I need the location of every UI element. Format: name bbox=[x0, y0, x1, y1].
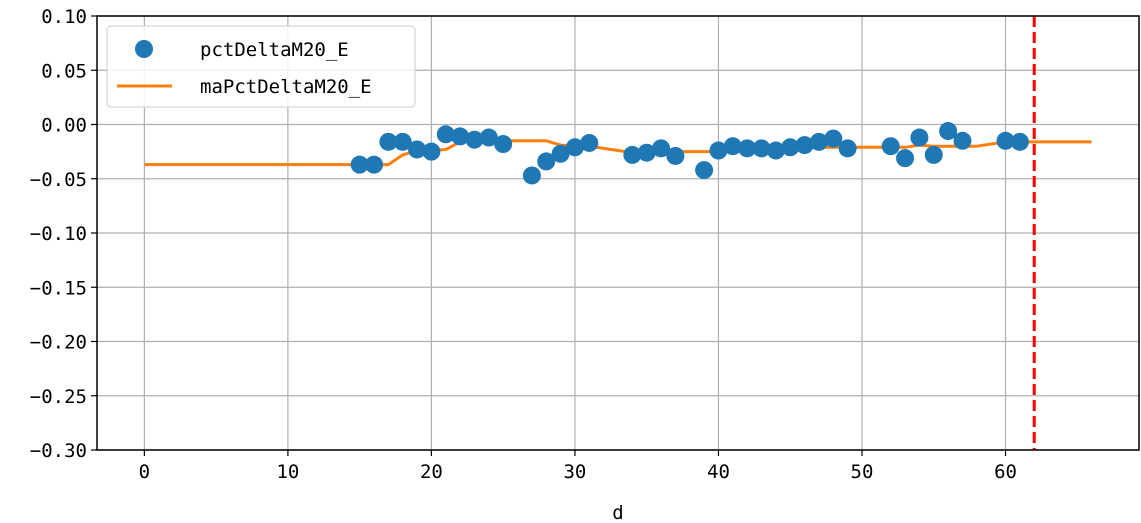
scatter-point bbox=[479, 128, 498, 147]
scatter-point bbox=[666, 146, 685, 165]
scatter-point bbox=[996, 131, 1015, 150]
scatter-point bbox=[881, 137, 900, 156]
scatter-point bbox=[953, 131, 972, 150]
scatter-point bbox=[781, 138, 800, 157]
scatter-point bbox=[436, 125, 455, 144]
legend-box bbox=[106, 25, 416, 108]
scatter-point bbox=[494, 135, 513, 154]
legend-marker-scatter bbox=[135, 40, 153, 58]
scatter-point bbox=[752, 139, 771, 158]
scatter-point bbox=[465, 130, 484, 149]
scatter-point bbox=[637, 143, 656, 162]
x-tick-label: 20 bbox=[420, 461, 443, 483]
x-tick-label: 0 bbox=[139, 461, 150, 483]
y-tick-label: −0.20 bbox=[30, 332, 87, 354]
y-tick-label: −0.10 bbox=[30, 223, 87, 245]
y-axis: 0.10 0.05 0.00 −0.05 −0.10 −0.15 −0.20 −0.25 −0.… bbox=[30, 6, 97, 462]
scatter-point bbox=[695, 161, 714, 180]
scatter-point bbox=[838, 139, 857, 158]
scatter-point bbox=[910, 128, 929, 147]
scatter-point bbox=[365, 155, 384, 174]
scatter-point bbox=[537, 152, 556, 171]
scatter-point bbox=[795, 136, 814, 155]
x-axis-label: d bbox=[612, 502, 623, 523]
scatter-point bbox=[824, 129, 843, 148]
y-tick-label: −0.25 bbox=[30, 386, 87, 408]
scatter-point bbox=[623, 145, 642, 164]
y-tick-label: −0.30 bbox=[30, 440, 87, 462]
scatter-point bbox=[809, 132, 828, 151]
x-tick-label: 60 bbox=[994, 461, 1017, 483]
x-axis: 0 10 20 30 40 50 60 bbox=[139, 450, 1017, 483]
grid bbox=[97, 15, 1139, 451]
scatter-point bbox=[422, 142, 441, 161]
scatter-point bbox=[766, 141, 785, 160]
x-tick-label: 10 bbox=[276, 461, 299, 483]
y-tick-label: 0.10 bbox=[41, 6, 87, 28]
scatter-point bbox=[738, 139, 757, 158]
scatter-point bbox=[451, 127, 470, 146]
scatter-point bbox=[522, 166, 541, 185]
plot-area bbox=[144, 16, 1092, 450]
y-tick-label: 0.00 bbox=[41, 115, 87, 137]
y-tick-label: 0.05 bbox=[41, 60, 87, 82]
scatter-point bbox=[723, 137, 742, 156]
legend-label-scatter: pctDeltaM20_E bbox=[200, 39, 349, 61]
scatter-point bbox=[565, 138, 584, 157]
x-tick-label: 30 bbox=[563, 461, 586, 483]
legend: pctDeltaM20_E maPctDeltaM20_E bbox=[106, 25, 416, 108]
series-line-maPctDeltaM20_E bbox=[144, 139, 1092, 167]
scatter-point bbox=[379, 132, 398, 151]
scatter-point bbox=[1010, 132, 1029, 151]
y-tick-label: −0.15 bbox=[30, 277, 87, 299]
scatter-point bbox=[924, 145, 943, 164]
y-tick-label: −0.05 bbox=[30, 169, 87, 191]
scatter-point bbox=[580, 133, 599, 152]
scatter-point bbox=[408, 140, 427, 159]
x-tick-label: 40 bbox=[707, 461, 730, 483]
scatter-point bbox=[939, 122, 958, 141]
scatter-point bbox=[551, 144, 570, 163]
scatter-point bbox=[652, 139, 671, 158]
scatter-point bbox=[709, 141, 728, 160]
x-tick-label: 50 bbox=[851, 461, 874, 483]
scatter-point bbox=[350, 155, 369, 174]
scatter-point bbox=[896, 149, 915, 168]
scatter-point bbox=[393, 132, 412, 151]
legend-label-line: maPctDeltaM20_E bbox=[200, 76, 372, 98]
